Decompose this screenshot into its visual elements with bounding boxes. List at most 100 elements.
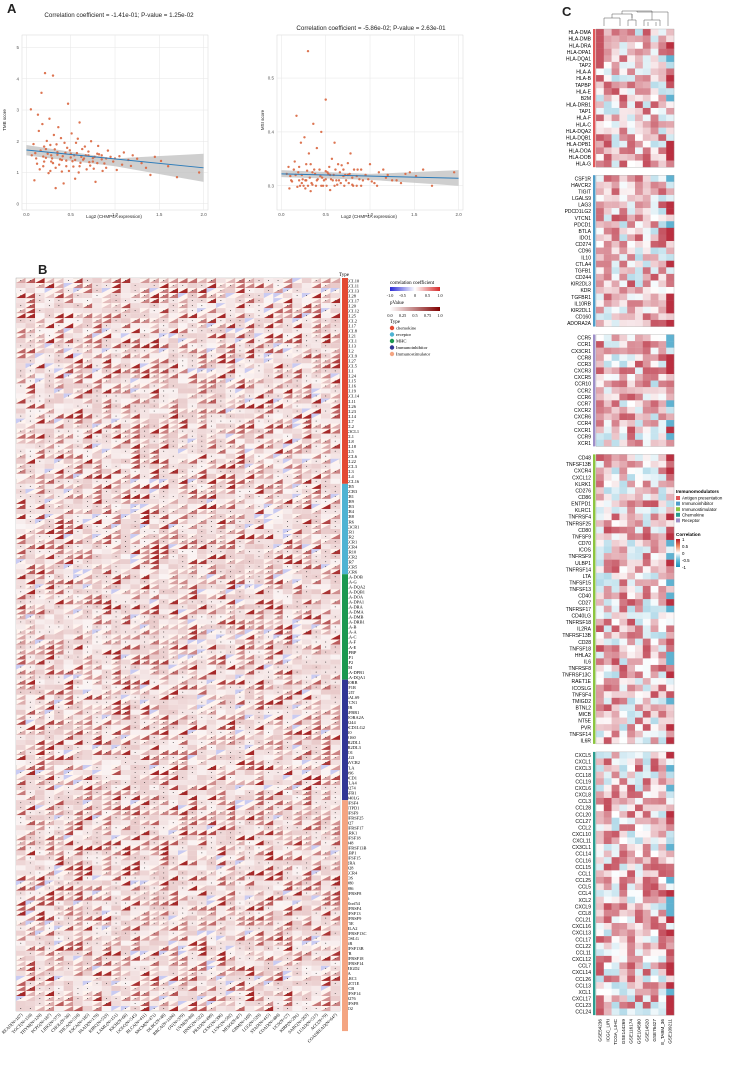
significance-dot [268, 390, 269, 392]
significance-dot [96, 285, 98, 286]
significance-dot [287, 505, 289, 507]
heatmap-cell [73, 298, 83, 304]
significance-dot [106, 511, 107, 512]
heatmap-cell [292, 664, 302, 670]
correlation-triangle [120, 704, 131, 710]
heatmap-cell [82, 684, 93, 690]
significance-dot [249, 490, 250, 492]
significance-dot [268, 350, 269, 352]
significance-dot [106, 641, 107, 643]
correlation-triangle [273, 619, 283, 625]
significance-dot [115, 626, 117, 628]
significance-dot [125, 621, 127, 623]
correlation-triangle [149, 559, 159, 565]
heatmap-cell [320, 418, 331, 424]
significance-dot [325, 480, 327, 482]
significance-dot [134, 505, 136, 507]
heatmap-cell [178, 388, 188, 394]
significance-dot [163, 516, 165, 517]
significance-dot [201, 450, 203, 452]
significance-dot [229, 606, 231, 608]
correlation-triangle [197, 388, 207, 394]
correlation-triangle [216, 373, 226, 379]
correlation-triangle [225, 503, 236, 509]
heatmap-cell [168, 338, 178, 344]
significance-dot [239, 696, 241, 698]
heatmap-cell [149, 498, 159, 504]
negative-correlation-triangle [244, 318, 255, 324]
significance-dot [325, 485, 327, 487]
significance-dot [325, 365, 327, 367]
correlation-triangle [282, 278, 293, 284]
significance-dot [201, 536, 203, 538]
tmb-x-tick: 0.5 [68, 212, 75, 217]
significance-dot [58, 651, 60, 653]
correlation-triangle [149, 358, 159, 364]
significance-dot [106, 631, 107, 633]
correlation-triangle [197, 724, 207, 730]
correlation-triangle [178, 594, 188, 600]
significance-dot [134, 721, 136, 723]
tmb-data-point [32, 142, 35, 146]
heatmap-cell [330, 659, 340, 665]
significance-dot [115, 425, 117, 427]
significance-dot [163, 450, 165, 452]
significance-dot [287, 450, 289, 452]
significance-dot [39, 596, 41, 598]
negative-correlation-triangle [320, 564, 331, 570]
correlation-triangle [197, 709, 207, 715]
correlation-triangle [301, 518, 312, 525]
significance-dot [296, 490, 298, 492]
significance-dot [277, 546, 279, 548]
significance-dot [277, 606, 279, 608]
correlation-triangle [282, 313, 293, 319]
heatmap-cell [73, 333, 83, 339]
msi-data-point [315, 179, 319, 182]
correlation-triangle [54, 534, 64, 540]
significance-dot [163, 440, 165, 442]
correlation-triangle [35, 644, 45, 650]
correlation-triangle [35, 473, 45, 479]
significance-dot [277, 370, 279, 372]
correlation-triangle [206, 654, 217, 660]
significance-dot [229, 611, 231, 613]
significance-dot [268, 400, 269, 402]
heatmap-cell [216, 508, 226, 514]
tmb-data-point [56, 153, 59, 156]
correlation-triangle [130, 463, 140, 469]
tmb-data-point [94, 180, 97, 184]
heatmap-cell [120, 649, 131, 655]
heatmap-cell [101, 554, 112, 560]
significance-dot [239, 526, 241, 527]
heatmap-cell [92, 508, 102, 514]
correlation-triangle [320, 493, 331, 499]
significance-dot [67, 521, 69, 522]
correlation-triangle [197, 358, 207, 364]
correlation-triangle [320, 448, 331, 454]
significance-dot [163, 521, 165, 522]
correlation-triangle [158, 724, 169, 730]
heatmap-cell [178, 453, 188, 459]
correlation-triangle [225, 488, 236, 494]
significance-dot [249, 400, 250, 402]
heatmap-cell [330, 689, 340, 695]
heatmap-cell [330, 473, 340, 479]
heatmap-cell [111, 378, 121, 384]
negative-correlation-triangle [187, 654, 198, 660]
significance-dot [201, 616, 203, 618]
significance-dot [87, 495, 88, 497]
significance-dot [144, 455, 146, 457]
heatmap-cell [139, 649, 150, 655]
heatmap-cell [120, 624, 131, 630]
significance-dot [201, 485, 203, 487]
correlation-triangle [111, 579, 121, 585]
significance-dot [258, 395, 260, 397]
significance-dot [39, 641, 41, 643]
correlation-triangle [206, 704, 217, 710]
heatmap-cell [320, 604, 331, 610]
correlation-triangle [206, 669, 217, 675]
significance-dot [191, 656, 193, 658]
heatmap-cell [244, 604, 255, 610]
heatmap-cell [197, 373, 207, 379]
significance-dot [315, 355, 317, 357]
